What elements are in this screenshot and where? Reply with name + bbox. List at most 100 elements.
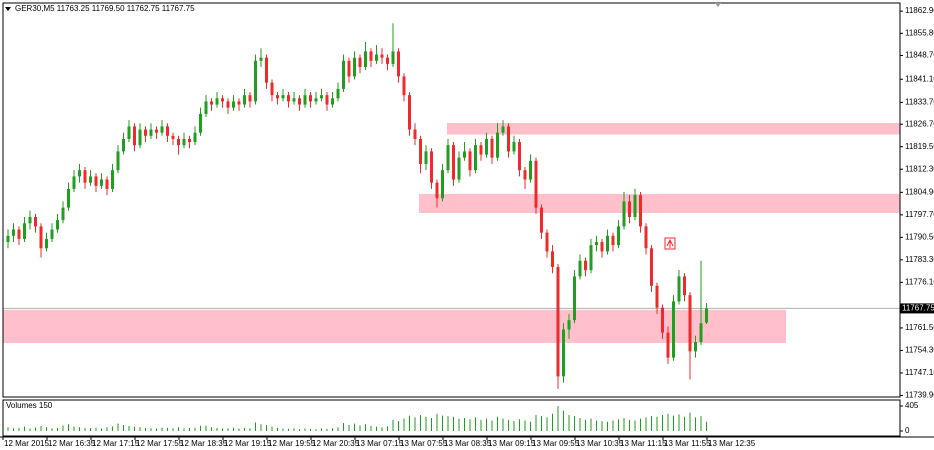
x-tick-label: 13 Mar 12:35: [708, 439, 756, 448]
zone: [3, 309, 786, 343]
candle-body: [435, 182, 439, 199]
candle-body: [490, 138, 494, 158]
candle-body: [512, 142, 516, 152]
candle-body: [270, 82, 274, 96]
candle-body: [628, 201, 631, 218]
candle-body: [705, 308, 708, 323]
candle-body: [650, 248, 653, 286]
candle-body: [496, 132, 499, 158]
y-tick-label: 11754.30: [905, 346, 934, 355]
candle-body: [639, 195, 642, 227]
candle-body: [342, 60, 345, 89]
candle-body: [259, 57, 263, 61]
candle-body: [111, 170, 114, 189]
x-tick-label: 12 Mar 17:55: [136, 439, 184, 448]
zone: [419, 193, 900, 213]
candle-body: [507, 126, 510, 152]
candle-body: [204, 101, 208, 114]
candle-body: [39, 226, 43, 249]
candle-body: [221, 98, 224, 102]
volume-title: Volumes 150: [6, 401, 53, 410]
candle-body: [105, 179, 109, 189]
menu-arrow[interactable]: [5, 7, 11, 11]
x-tick-label: 13 Mar 09:55: [532, 439, 580, 448]
candle-body: [182, 138, 186, 146]
y-tick-label: 11783.30: [905, 255, 934, 264]
candle-body: [369, 51, 373, 61]
volume-tick-label: 0: [905, 426, 910, 435]
candle-body: [677, 276, 681, 302]
y-tick-label: 11804.90: [905, 187, 934, 196]
x-tick-label: 13 Mar 11:15: [620, 439, 667, 448]
candle-body: [265, 57, 268, 83]
candle-body: [248, 95, 252, 102]
candle-body: [17, 229, 21, 239]
y-tick-label: 11747.10: [905, 368, 934, 377]
candle-body: [589, 245, 593, 271]
candle-body: [116, 151, 120, 171]
candle-body: [155, 129, 158, 133]
current-price-label: 11767.75: [902, 304, 934, 313]
candle-body: [309, 95, 312, 102]
candle-body: [149, 129, 153, 136]
y-tick-label: 11862.90: [905, 6, 934, 15]
candle-body: [419, 138, 422, 164]
x-tick-label: 12 Mar 16:35: [48, 439, 96, 448]
candle-body: [314, 98, 318, 102]
x-tick-label: 13 Mar 07:15: [356, 439, 404, 448]
candle-body: [452, 145, 455, 180]
x-tick-label: 13 Mar 08:35: [444, 439, 492, 448]
candle-body: [23, 223, 26, 239]
candle-body: [72, 176, 76, 189]
candle-body: [430, 151, 433, 183]
candle-body: [12, 229, 15, 236]
candle-body: [199, 113, 202, 133]
candle-body: [661, 307, 664, 333]
candle-body: [699, 323, 703, 343]
candle-body: [188, 138, 191, 143]
candle-body: [325, 95, 329, 105]
candle-body: [545, 232, 549, 252]
candle-body: [281, 95, 285, 99]
candle-body: [584, 260, 587, 271]
y-tick-label: 11790.50: [905, 232, 934, 241]
x-tick-label: 12 Mar 20:35: [312, 439, 360, 448]
candle-body: [375, 54, 378, 61]
candle-body: [67, 188, 70, 208]
y-tick-label: 11819.50: [905, 142, 934, 151]
y-tick-label: 11739.90: [905, 391, 934, 400]
candle-body: [523, 170, 527, 180]
candle-body: [34, 217, 37, 227]
candle-body: [193, 132, 197, 143]
candle-body: [133, 126, 136, 146]
candle-body: [331, 98, 334, 105]
x-tick-label: 12 Mar 19:55: [268, 439, 316, 448]
candle-body: [595, 242, 598, 246]
candle-body: [100, 179, 103, 186]
candle-body: [380, 54, 384, 58]
candle-body: [177, 138, 180, 146]
volume-tick-label: 405: [905, 401, 919, 410]
candle-body: [232, 101, 235, 108]
y-tick-label: 11797.70: [905, 210, 934, 219]
candle-body: [551, 251, 554, 268]
candle-body: [463, 151, 466, 158]
candle-body: [683, 276, 686, 296]
volume-panel-frame: [2, 399, 901, 437]
candle-body: [600, 242, 604, 252]
candle-body: [353, 57, 356, 77]
x-tick-label: 12 Mar 18:35: [180, 439, 228, 448]
y-tick-label: 11848.70: [905, 51, 934, 60]
candle-body: [479, 145, 483, 155]
candle-body: [94, 176, 98, 186]
candle-body: [485, 138, 488, 155]
x-tick-label: 12 Mar 2015: [4, 439, 49, 448]
candle-body: [226, 101, 230, 108]
y-tick-label: 11833.70: [905, 97, 934, 106]
candle-body: [644, 226, 648, 249]
alert-arrow: [666, 238, 674, 248]
candle-body: [320, 95, 323, 99]
candle-body: [567, 320, 571, 330]
y-tick-label: 11776.10: [905, 277, 934, 286]
